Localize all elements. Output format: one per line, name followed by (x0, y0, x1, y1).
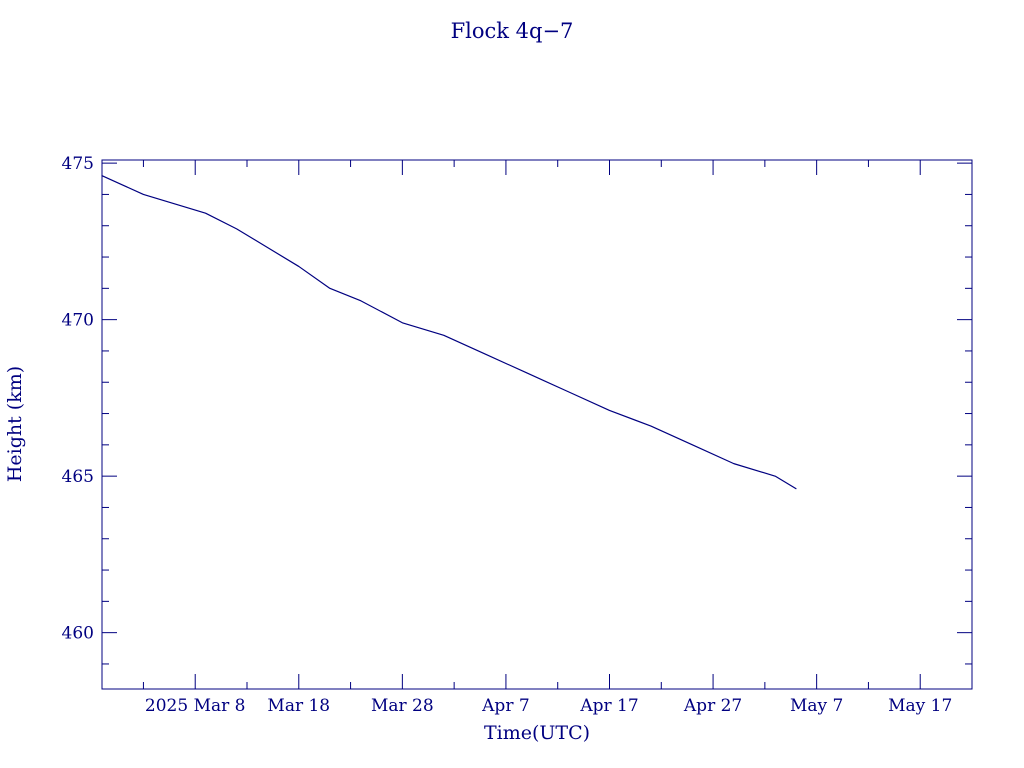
x-tick-label: Apr 7 (481, 696, 530, 716)
y-tick-label: 470 (62, 311, 94, 331)
x-tick-label: Apr 27 (683, 696, 742, 716)
x-axis-label: Time(UTC) (484, 722, 590, 744)
y-tick-label: 475 (62, 154, 94, 174)
x-tick-labels: 2025 Mar 8 Mar 18 Mar 28 Apr 7 Apr 17 Apr 27 M… (145, 696, 952, 716)
x-tick-label: May 7 (790, 696, 843, 716)
series-line (101, 175, 797, 490)
x-tick-label: Apr 17 (579, 696, 638, 716)
y-axis-label: Height (km) (4, 366, 26, 482)
y-tick-label: 460 (62, 624, 94, 644)
x-tick-label: Mar 28 (371, 696, 434, 716)
x-axis: 2025 Mar 8 Mar 18 Mar 28 Apr 7 Apr 17 Apr 27 M… (142, 160, 952, 716)
x-tick-label: May 17 (888, 696, 952, 716)
chart-title: Flock 4q−7 (451, 19, 574, 43)
x-tick-label: Mar 18 (267, 696, 330, 716)
y-tick-labels: 460 465 470 475 (62, 154, 94, 644)
series-layer (101, 175, 797, 490)
y-tick-label: 465 (62, 467, 94, 487)
plot-area-frame (101, 159, 973, 690)
x-ticks (142, 160, 921, 689)
x-tick-label: 2025 Mar 8 (145, 696, 246, 716)
y-axis: 460 465 470 475 (62, 154, 972, 665)
y-ticks (102, 162, 972, 665)
